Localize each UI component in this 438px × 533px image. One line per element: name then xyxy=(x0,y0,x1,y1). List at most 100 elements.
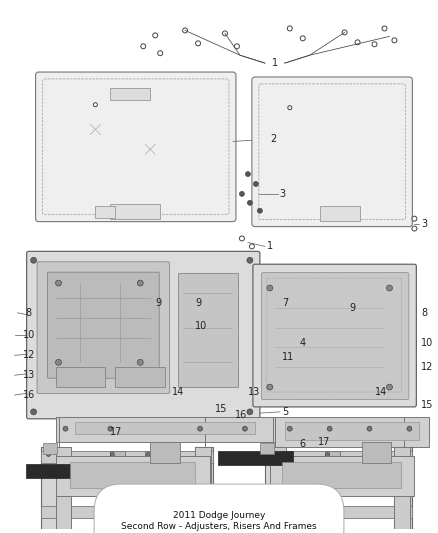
Circle shape xyxy=(258,208,262,213)
Bar xyxy=(150,441,180,463)
FancyBboxPatch shape xyxy=(27,252,260,419)
Circle shape xyxy=(396,453,399,456)
Text: 13: 13 xyxy=(248,387,260,397)
Bar xyxy=(265,451,413,463)
Circle shape xyxy=(267,285,273,291)
Circle shape xyxy=(161,448,169,456)
Bar xyxy=(110,88,150,100)
Text: 12: 12 xyxy=(421,362,434,372)
Circle shape xyxy=(198,453,202,456)
Circle shape xyxy=(327,426,332,431)
Circle shape xyxy=(198,426,202,431)
Bar xyxy=(56,456,210,496)
Bar xyxy=(195,447,213,533)
Circle shape xyxy=(287,26,292,31)
Circle shape xyxy=(183,28,187,33)
Circle shape xyxy=(245,172,251,176)
Bar xyxy=(95,206,115,217)
Bar xyxy=(265,447,283,533)
Bar xyxy=(56,417,275,441)
Circle shape xyxy=(146,463,150,466)
Bar xyxy=(41,506,213,518)
Circle shape xyxy=(110,503,120,513)
Text: 15: 15 xyxy=(215,404,227,414)
Circle shape xyxy=(247,257,253,263)
Bar xyxy=(25,464,100,478)
Circle shape xyxy=(95,501,106,511)
Text: 9: 9 xyxy=(350,303,356,313)
Circle shape xyxy=(412,226,417,231)
Text: 16: 16 xyxy=(235,410,247,420)
Circle shape xyxy=(93,103,97,107)
Circle shape xyxy=(56,359,61,365)
Text: 11: 11 xyxy=(282,352,294,362)
Circle shape xyxy=(300,36,305,41)
Circle shape xyxy=(396,463,399,466)
Text: 17: 17 xyxy=(110,427,123,437)
Bar xyxy=(325,451,339,521)
Circle shape xyxy=(355,40,360,45)
Text: 10: 10 xyxy=(23,329,35,340)
Text: 9: 9 xyxy=(155,298,161,308)
Bar xyxy=(285,422,419,440)
Text: 10: 10 xyxy=(421,337,434,348)
Bar xyxy=(41,451,213,463)
Bar xyxy=(195,447,211,533)
Text: 16: 16 xyxy=(23,390,35,400)
Circle shape xyxy=(234,44,240,49)
Circle shape xyxy=(382,26,387,31)
Circle shape xyxy=(249,244,254,249)
Bar xyxy=(265,506,413,518)
Bar xyxy=(110,204,160,219)
Circle shape xyxy=(254,182,258,187)
Circle shape xyxy=(392,38,397,43)
Circle shape xyxy=(240,236,244,241)
Circle shape xyxy=(247,200,252,205)
FancyBboxPatch shape xyxy=(37,262,170,393)
Circle shape xyxy=(372,448,381,456)
Circle shape xyxy=(110,463,114,466)
Text: 3: 3 xyxy=(421,219,427,229)
Circle shape xyxy=(158,51,162,55)
Circle shape xyxy=(407,426,412,431)
Circle shape xyxy=(386,384,392,390)
Circle shape xyxy=(196,41,201,46)
FancyBboxPatch shape xyxy=(48,272,159,378)
FancyBboxPatch shape xyxy=(253,264,417,407)
Text: 14: 14 xyxy=(172,387,184,397)
Bar xyxy=(71,463,195,488)
Bar xyxy=(56,367,106,387)
Circle shape xyxy=(367,426,372,431)
Text: 8: 8 xyxy=(25,308,32,318)
Text: 9: 9 xyxy=(195,298,201,308)
Circle shape xyxy=(63,426,68,431)
Text: 3: 3 xyxy=(280,189,286,199)
Bar xyxy=(178,273,238,387)
Circle shape xyxy=(386,285,392,291)
Bar xyxy=(395,447,413,533)
Bar xyxy=(145,451,160,521)
Circle shape xyxy=(288,106,292,110)
Bar xyxy=(270,456,414,496)
Circle shape xyxy=(372,42,377,47)
Text: 1: 1 xyxy=(272,58,278,68)
Text: 14: 14 xyxy=(374,387,387,397)
Circle shape xyxy=(242,426,247,431)
Circle shape xyxy=(31,257,37,263)
Circle shape xyxy=(240,191,244,196)
Text: 5: 5 xyxy=(282,407,288,417)
Bar xyxy=(270,447,286,533)
Circle shape xyxy=(31,409,37,415)
Text: 8: 8 xyxy=(421,308,427,318)
Bar xyxy=(320,206,360,221)
Text: 1: 1 xyxy=(267,241,273,252)
Circle shape xyxy=(46,453,50,456)
Bar xyxy=(260,442,274,455)
Circle shape xyxy=(270,453,274,456)
Circle shape xyxy=(287,426,292,431)
Circle shape xyxy=(326,453,330,456)
FancyBboxPatch shape xyxy=(252,77,413,227)
FancyBboxPatch shape xyxy=(35,72,236,222)
Text: 2011 Dodge Journey
Second Row - Adjusters, Risers And Frames: 2011 Dodge Journey Second Row - Adjuster… xyxy=(121,511,317,530)
Text: 2: 2 xyxy=(270,134,276,144)
